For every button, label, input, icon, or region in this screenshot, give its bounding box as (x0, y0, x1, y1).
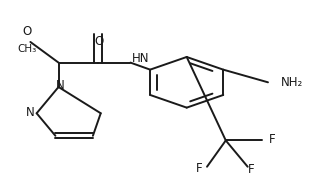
Text: N: N (56, 79, 64, 92)
Text: O: O (95, 35, 104, 47)
Text: F: F (268, 133, 275, 146)
Text: O: O (23, 25, 32, 38)
Text: N: N (25, 106, 34, 119)
Text: F: F (196, 162, 203, 175)
Text: NH₂: NH₂ (280, 76, 303, 89)
Text: F: F (248, 163, 255, 176)
Text: HN: HN (132, 52, 149, 65)
Text: CH₃: CH₃ (18, 44, 37, 54)
